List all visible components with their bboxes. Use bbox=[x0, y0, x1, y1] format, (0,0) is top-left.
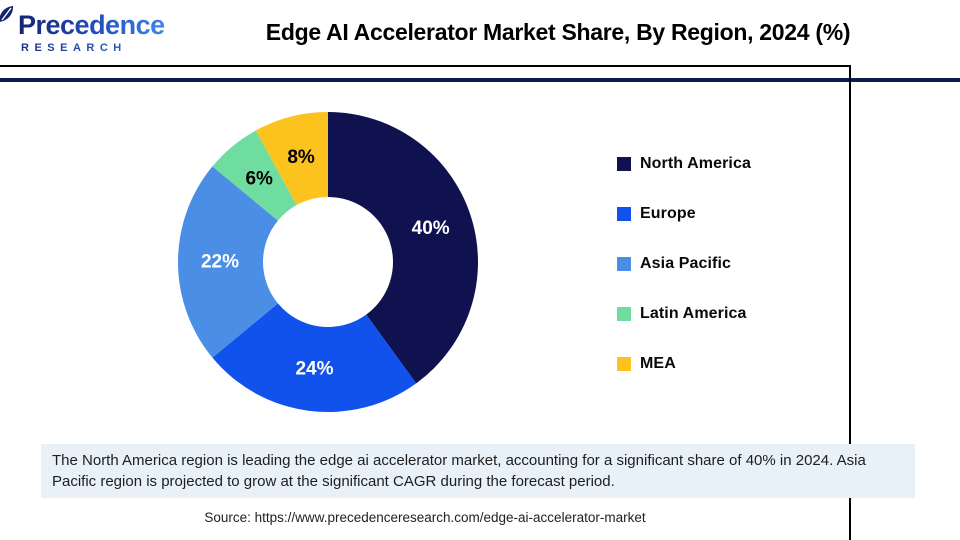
legend-label-north-america: North America bbox=[640, 155, 751, 172]
legend-label-mea: MEA bbox=[640, 355, 676, 372]
summary-note: The North America region is leading the … bbox=[41, 444, 915, 498]
vertical-divider bbox=[849, 65, 851, 540]
page-title: Edge AI Accelerator Market Share, By Reg… bbox=[265, 19, 851, 45]
slice-north-america bbox=[328, 112, 478, 384]
header-divider-navy bbox=[0, 78, 960, 82]
slice-mea bbox=[255, 112, 328, 206]
data-label-asia-pacific: 22% bbox=[201, 252, 239, 273]
header-divider-black bbox=[0, 65, 851, 67]
legend-swatch-asia-pacific bbox=[617, 257, 631, 271]
legend-item-latin-america: Latin America bbox=[617, 289, 751, 339]
data-label-mea: 8% bbox=[287, 147, 315, 168]
leaf-icon bbox=[0, 5, 14, 22]
legend-label-latin-america: Latin America bbox=[640, 305, 747, 322]
legend-item-mea: MEA bbox=[617, 339, 751, 389]
header: Precedence RESEARCH Edge AI Accelerator … bbox=[0, 0, 960, 65]
legend-label-asia-pacific: Asia Pacific bbox=[640, 255, 732, 272]
brand-subtitle: RESEARCH bbox=[18, 42, 170, 54]
data-label-north-america: 40% bbox=[412, 218, 450, 239]
legend-swatch-latin-america bbox=[617, 307, 631, 321]
slice-europe bbox=[212, 303, 417, 412]
legend-swatch-europe bbox=[617, 207, 631, 221]
chart-legend: North America Europe Asia Pacific Latin Ame… bbox=[617, 139, 751, 389]
brand-logo: Precedence RESEARCH bbox=[0, 5, 170, 54]
legend-label-europe: Europe bbox=[640, 205, 696, 222]
slice-latin-america bbox=[212, 130, 297, 221]
legend-item-north-america: North America bbox=[617, 139, 751, 189]
brand-name: Precedence bbox=[18, 9, 165, 40]
legend-item-europe: Europe bbox=[617, 189, 751, 239]
legend-swatch-north-america bbox=[617, 157, 631, 171]
legend-swatch-mea bbox=[617, 357, 631, 371]
slice-asia-pacific bbox=[177, 166, 278, 358]
data-label-europe: 24% bbox=[295, 359, 333, 380]
donut-chart: 40% 24% 22% 6% 8% bbox=[158, 92, 498, 432]
legend-item-asia-pacific: Asia Pacific bbox=[617, 239, 751, 289]
source-text: Source: https://www.precedenceresearch.c… bbox=[204, 510, 646, 525]
donut-svg: 40% 24% 22% 6% 8% bbox=[177, 112, 478, 412]
data-label-latin-america: 6% bbox=[245, 168, 273, 189]
